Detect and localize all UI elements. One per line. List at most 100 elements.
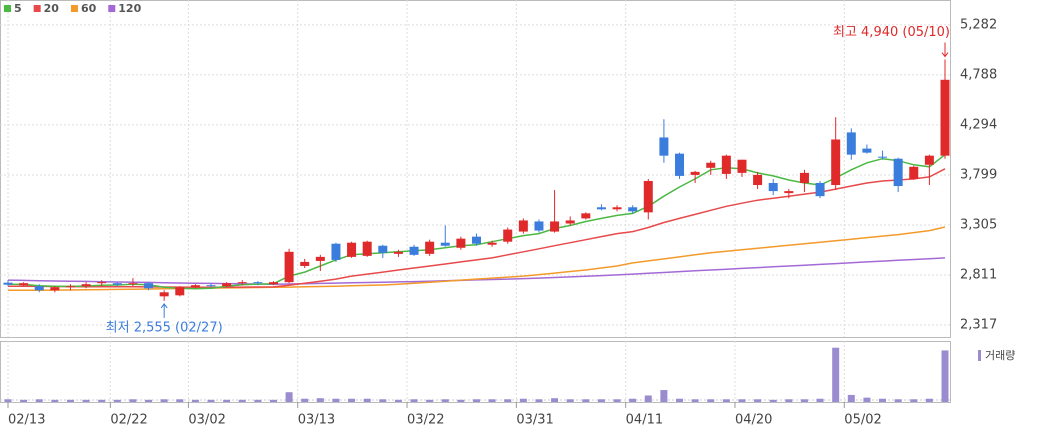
volume-bar (629, 398, 637, 402)
volume-bar (894, 399, 902, 402)
volume-bar (519, 398, 527, 402)
candle-body (237, 282, 247, 284)
volume-bar (51, 399, 59, 402)
volume-bar (441, 399, 449, 402)
candle-body (878, 156, 888, 158)
volume-bar (98, 399, 106, 402)
volume-bar (66, 399, 74, 402)
candle-body (487, 242, 497, 245)
volume-bar (910, 399, 918, 402)
volume-bar (379, 399, 387, 402)
candle-body (128, 283, 138, 285)
volume-bar (363, 398, 371, 402)
x-tick-label: 05/02 (844, 413, 881, 428)
x-tick-label: 03/22 (407, 413, 444, 428)
volume-bar (207, 399, 215, 402)
candle-body (190, 285, 200, 288)
volume-bar (925, 398, 933, 402)
volume-bar (816, 398, 824, 402)
candle-body (378, 245, 388, 253)
volume-bar (332, 398, 340, 402)
volume-bar (597, 399, 605, 402)
volume-bar (394, 399, 402, 402)
candle-body (456, 238, 466, 248)
candle-body (112, 283, 122, 285)
candle-body (518, 220, 528, 232)
legend-label: 20 (44, 2, 60, 15)
candle-body (97, 282, 107, 284)
volume-bar (348, 398, 356, 402)
candle-body (253, 282, 263, 284)
candle-body (206, 285, 216, 287)
volume-bar (879, 398, 887, 402)
candle-body (393, 251, 403, 254)
candle-body (924, 155, 934, 165)
volume-panel (0, 341, 951, 403)
volume-bar (113, 399, 121, 402)
candle-body (581, 213, 591, 219)
volume-bar (738, 399, 746, 402)
volume-bar (410, 399, 418, 402)
y-tick-label: 3,799 (960, 168, 997, 183)
high-annotation: 최고 4,940 (05/10) (833, 25, 950, 40)
legend-swatch (70, 5, 78, 12)
candle-body (425, 241, 435, 254)
candle-body (362, 241, 372, 256)
candle-body (3, 282, 13, 285)
volume-bar (676, 398, 684, 402)
volume-label: 거래량 (985, 349, 1015, 362)
volume-bar (82, 399, 90, 402)
x-tick-label: 02/13 (8, 413, 45, 428)
candle-body (144, 283, 154, 289)
volume-bar (769, 399, 777, 402)
candle-body (628, 207, 638, 212)
volume-bar (35, 399, 43, 402)
volume-bar (535, 399, 543, 402)
volume-bar (473, 399, 480, 402)
volume-bar (644, 395, 652, 402)
candle-body (268, 282, 278, 285)
x-tick-label: 04/11 (626, 413, 663, 428)
low-annotation: 최저 2,555 (02/27) (106, 320, 223, 335)
candle-body (690, 171, 700, 175)
volume-bar (832, 347, 840, 402)
volume-bar (504, 399, 512, 402)
volume-bar (863, 397, 871, 402)
volume-bar (941, 350, 949, 402)
legend-swatch (33, 5, 41, 12)
price-panel (0, 0, 951, 338)
candle-body (737, 159, 747, 173)
candle-body (612, 207, 622, 210)
low-arrow (160, 303, 168, 318)
y-tick-label: 2,317 (960, 317, 997, 332)
legend-label: 60 (81, 2, 97, 15)
legend-swatch (4, 5, 11, 12)
legend-swatch (108, 5, 116, 12)
volume-bar (176, 399, 184, 402)
candle-body (440, 242, 450, 246)
volume-bar (191, 399, 199, 402)
volume-bar (800, 399, 808, 402)
volume-bar (785, 399, 793, 402)
volume-bar (223, 399, 231, 402)
volume-bar (129, 399, 137, 402)
candle-body (721, 155, 731, 174)
volume-bar (551, 398, 559, 402)
candle-body (784, 191, 794, 194)
volume-bar (660, 390, 668, 402)
candle-body (846, 132, 856, 155)
x-tick-label: 03/31 (516, 413, 553, 428)
candle-body (831, 139, 841, 186)
volume-bar (582, 399, 590, 402)
candle-body (472, 236, 481, 244)
volume-bar (316, 398, 324, 402)
candle-body (706, 162, 716, 168)
candle-body (565, 220, 575, 224)
volume-bar (847, 394, 855, 402)
volume-bar (457, 399, 465, 402)
volume-bar (301, 398, 309, 402)
candle-body (315, 256, 325, 261)
moving-average-line (8, 226, 946, 292)
candle-body (550, 221, 560, 232)
candle-body (643, 180, 653, 213)
